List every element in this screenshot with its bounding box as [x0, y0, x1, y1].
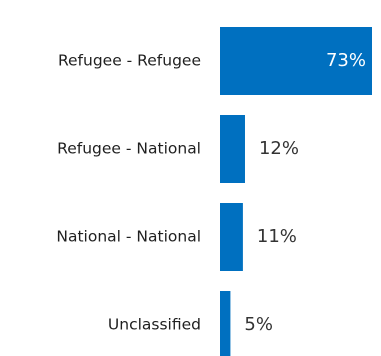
value-label: 11% — [257, 226, 297, 247]
category-label: Refugee - Refugee — [58, 52, 201, 70]
value-label: 12% — [259, 138, 299, 159]
bar — [220, 291, 231, 356]
category-label: National - National — [56, 228, 201, 246]
category-label: Refugee - National — [57, 140, 201, 158]
value-label: 73% — [326, 50, 366, 71]
bar — [220, 27, 372, 95]
category-label: Unclassified — [108, 316, 201, 334]
value-label: 5% — [244, 314, 273, 335]
bar — [220, 115, 245, 183]
bar — [220, 203, 243, 271]
